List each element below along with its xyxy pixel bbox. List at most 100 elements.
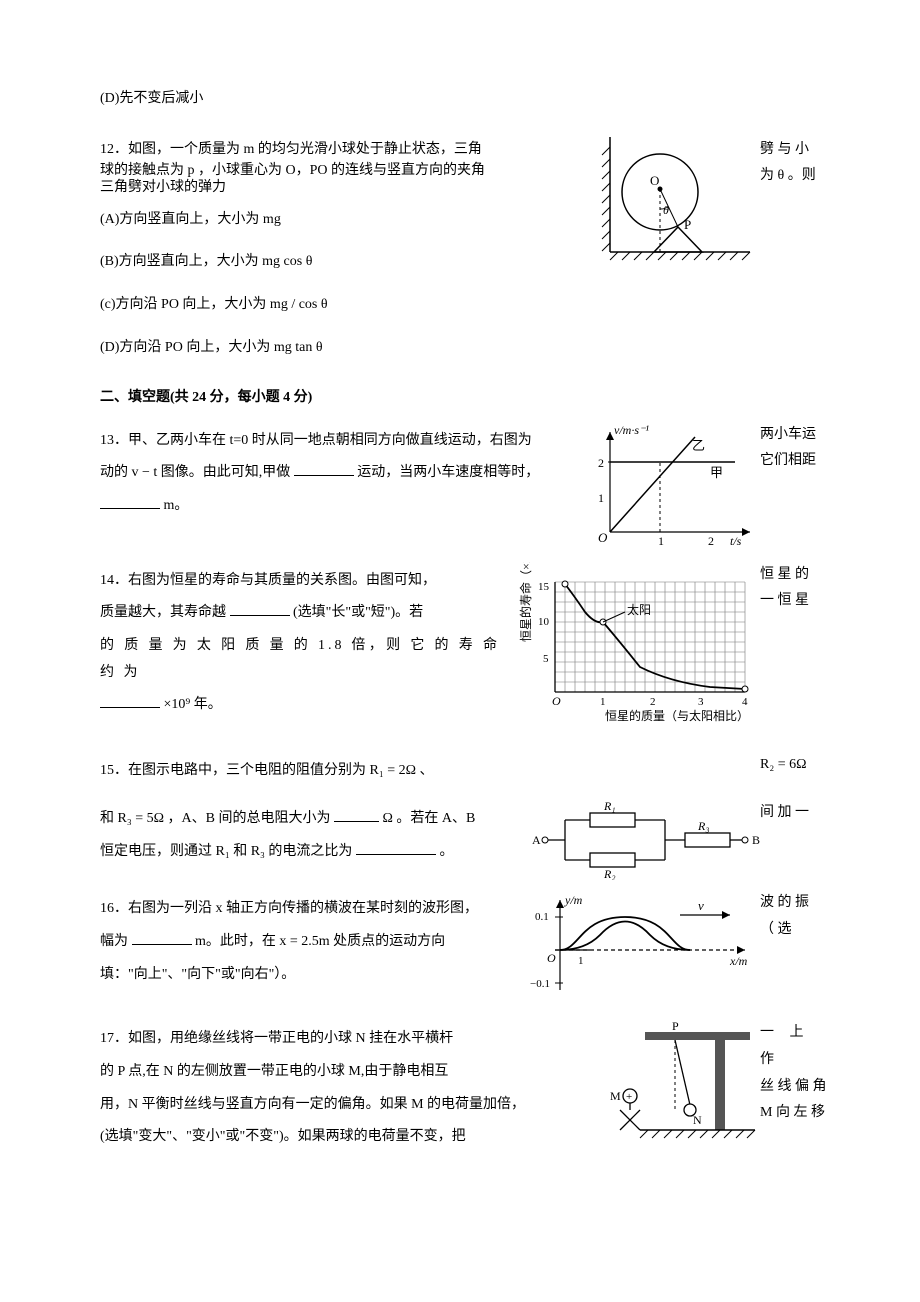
q15-row2: 和 R₃ = 5Ω ，A、B 间的总电阻大小为 Ω 。若在 A、B 恒定电压，则… (100, 800, 830, 880)
q15-stem-b: 和 R₃ = 5Ω ，A、B 间的总电阻大小为 (100, 811, 330, 826)
q14-right-b: 一 恒 星 (760, 588, 830, 615)
svg-text:v: v (698, 898, 704, 913)
section2-title: 二、填空题(共 24 分，每小题 4 分) (100, 385, 830, 412)
svg-text:P: P (672, 1020, 679, 1033)
q12-option-a: (A)方向竖直向上，大小为 mg (100, 207, 580, 234)
q12-right-2: 为 θ 。则 (760, 163, 830, 190)
svg-text:R₁: R₁ (603, 800, 616, 813)
svg-text:O: O (552, 694, 561, 708)
q16-stem-b2: m。此时，在 x = 2.5m 处质点的运动方向 (195, 934, 445, 949)
q12-label-o: O (650, 173, 659, 188)
q15-right-b: 间 加 一 (760, 800, 830, 827)
q16-right-a: 波 的 振 (760, 890, 830, 917)
q14-stem-a: 14．右图为恒星的寿命与其质量的关系图。由图可知， (100, 573, 436, 588)
q12-stem-line1: 12．如图，一个质量为 m 的均匀光滑小球处于静止状态，三角 (100, 137, 580, 164)
svg-text:O: O (598, 530, 608, 545)
q15-stem-c2: 。 (439, 844, 453, 859)
q16-stem-c: 填："向上"、"向下"或"向右"）。 (100, 962, 520, 989)
svg-text:1: 1 (658, 534, 664, 548)
svg-text:5: 5 (543, 653, 549, 665)
q16-stem-b: 幅为 (100, 934, 128, 949)
q12-option-c: (c)方向沿 PO 向上，大小为 mg / cos θ (100, 292, 580, 319)
q15-row: 15．在图示电路中，三个电阻的阻值分别为 R₁ = 2Ω 、 R₂ = 6Ω (100, 752, 830, 791)
svg-text:+: + (626, 1091, 632, 1103)
q13-stem-b2: 运动，当两小车速度相等时， (357, 465, 539, 480)
svg-text:2: 2 (708, 534, 714, 548)
q15-blank-2 (356, 840, 436, 855)
q14-blank-2 (100, 693, 160, 708)
svg-text:A: A (532, 833, 541, 847)
svg-text:1: 1 (598, 491, 604, 505)
q13-unit: m。 (164, 498, 189, 513)
q16-right-b: （ 选 (760, 917, 830, 944)
q13-right-b: 它们相距 (760, 448, 830, 475)
svg-text:O: O (547, 951, 556, 965)
q17-right-c: 丝 线 偏 角 (760, 1074, 830, 1101)
q12-label-p: P (684, 217, 691, 232)
q17-right-b: 作 (760, 1047, 830, 1074)
svg-text:4: 4 (742, 696, 748, 708)
q14-xlabel: 恒星的质量（与太阳相比） (605, 708, 749, 723)
q16-figure: y/m x/m O 1 0.1 −0.1 v (530, 890, 760, 1000)
q13-row: 13．甲、乙两小车在 t=0 时从同一地点朝相同方向做直线运动，右图为 动的 v… (100, 422, 830, 552)
q12-figure: O P θ (590, 137, 760, 267)
svg-text:15: 15 (538, 581, 550, 593)
q14-stem-b: 质量越大，其寿命越 (100, 605, 226, 620)
svg-text:R₃: R₃ (697, 819, 710, 833)
q14-row: 14．右图为恒星的寿命与其质量的关系图。由图可知， 质量越大，其寿命越 (选填"… (100, 562, 830, 732)
q17-stem-d: (选填"变大"、"变小"或"不变")。如果两球的电荷量不变，把 (100, 1129, 466, 1144)
q14-right-a: 恒 星 的 (760, 562, 830, 589)
q12-right-1: 劈 与 小 (760, 137, 830, 164)
q13-label-yi: 乙 (692, 438, 705, 453)
svg-text:y/m: y/m (564, 893, 583, 907)
q17-row: 17．如图，用绝缘丝线将一带正电的小球 N 挂在水平横杆 的 P 点,在 N 的… (100, 1020, 830, 1156)
svg-text:10: 10 (538, 616, 550, 628)
q16-blank-1 (132, 930, 192, 945)
svg-text:R₂: R₂ (603, 867, 616, 880)
q13-stem-b: 动的 v − t 图像。由此可知,甲做 (100, 465, 290, 480)
svg-text:3: 3 (698, 696, 704, 708)
q13-label-jia: 甲 (710, 465, 723, 480)
q14-stem-b2: (选填"长"或"短")。若 (293, 605, 423, 620)
q13-figure: O 1 2 1 2 t/s v/m·s⁻¹ 甲 乙 (580, 422, 760, 552)
q14-unit: ×10⁹ 年。 (164, 697, 222, 712)
q17-right-a: 一 上 (760, 1020, 830, 1047)
svg-text:1: 1 (578, 955, 584, 967)
q15-blank-1 (334, 821, 379, 822)
svg-text:M: M (610, 1089, 621, 1103)
q12-stem-line3: 三角劈对小球的弹力 (100, 180, 580, 197)
q13-stem-a: 13．甲、乙两小车在 t=0 时从同一地点朝相同方向做直线运动，右图为 (100, 433, 532, 448)
q14-ylabel: 恒星的寿命（×10⁹年） (518, 562, 533, 642)
q17-stem-a: 17．如图，用绝缘丝线将一带正电的小球 N 挂在水平横杆 (100, 1031, 453, 1046)
svg-text:B: B (752, 833, 760, 847)
svg-text:v/m·s⁻¹: v/m·s⁻¹ (614, 423, 649, 437)
q16-row: 16．右图为一列沿 x 轴正方向传播的横波在某时刻的波形图， 幅为 m。此时，在… (100, 890, 830, 1000)
svg-text:N: N (693, 1113, 702, 1127)
q14-stem-c: 的 质 量 为 太 阳 质 量 的 1.8 倍，则 它 的 寿 命 约 为 (100, 633, 500, 686)
q17-right-d: M 向 左 移 (760, 1100, 830, 1127)
q11-option-d: (D)先不变后减小 (100, 86, 830, 113)
q12-option-b: (B)方向竖直向上，大小为 mg cos θ (100, 249, 580, 276)
svg-text:2: 2 (598, 456, 604, 470)
q14-figure: O 1 2 3 4 5 10 15 恒星的质量（与太阳相比） 恒星的寿命（×10⁹年）… (510, 562, 760, 732)
svg-text:x/m: x/m (729, 954, 748, 968)
q15-stem-a: 15．在图示电路中，三个电阻的阻值分别为 R₁ = 2Ω 、 (100, 763, 434, 778)
svg-text:2: 2 (650, 696, 656, 708)
svg-text:t/s: t/s (730, 534, 742, 548)
q17-stem-c: 用，N 平衡时丝线与竖直方向有一定的偏角。如果 M 的电荷量加倍， (100, 1097, 525, 1112)
q17-stem-b: 的 P 点,在 N 的左侧放置一带正电的小球 M,由于静电相互 (100, 1064, 448, 1079)
svg-text:0.1: 0.1 (535, 911, 549, 923)
q15-stem-b2: Ω 。若在 A、B (382, 811, 475, 826)
q16-stem-a: 16．右图为一列沿 x 轴正方向传播的横波在某时刻的波形图， (100, 901, 478, 916)
q13-right-a: 两小车运 (760, 422, 830, 449)
svg-text:1: 1 (600, 696, 606, 708)
q12-row: 12．如图，一个质量为 m 的均匀光滑小球处于静止状态，三角 球的接触点为 p … (100, 137, 830, 368)
q14-blank-1 (230, 601, 290, 616)
svg-text:−0.1: −0.1 (530, 978, 550, 990)
q14-sun-label: 太阳 (627, 602, 651, 617)
q12-option-d: (D)方向沿 PO 向上，大小为 mg tan θ (100, 335, 580, 362)
q12-label-theta: θ (663, 203, 669, 217)
q17-figure: P N + M (590, 1020, 760, 1150)
q15-stem-c: 恒定电压，则通过 R₁ 和 R₃ 的电流之比为 (100, 844, 352, 859)
q13-blank-1 (294, 461, 354, 476)
